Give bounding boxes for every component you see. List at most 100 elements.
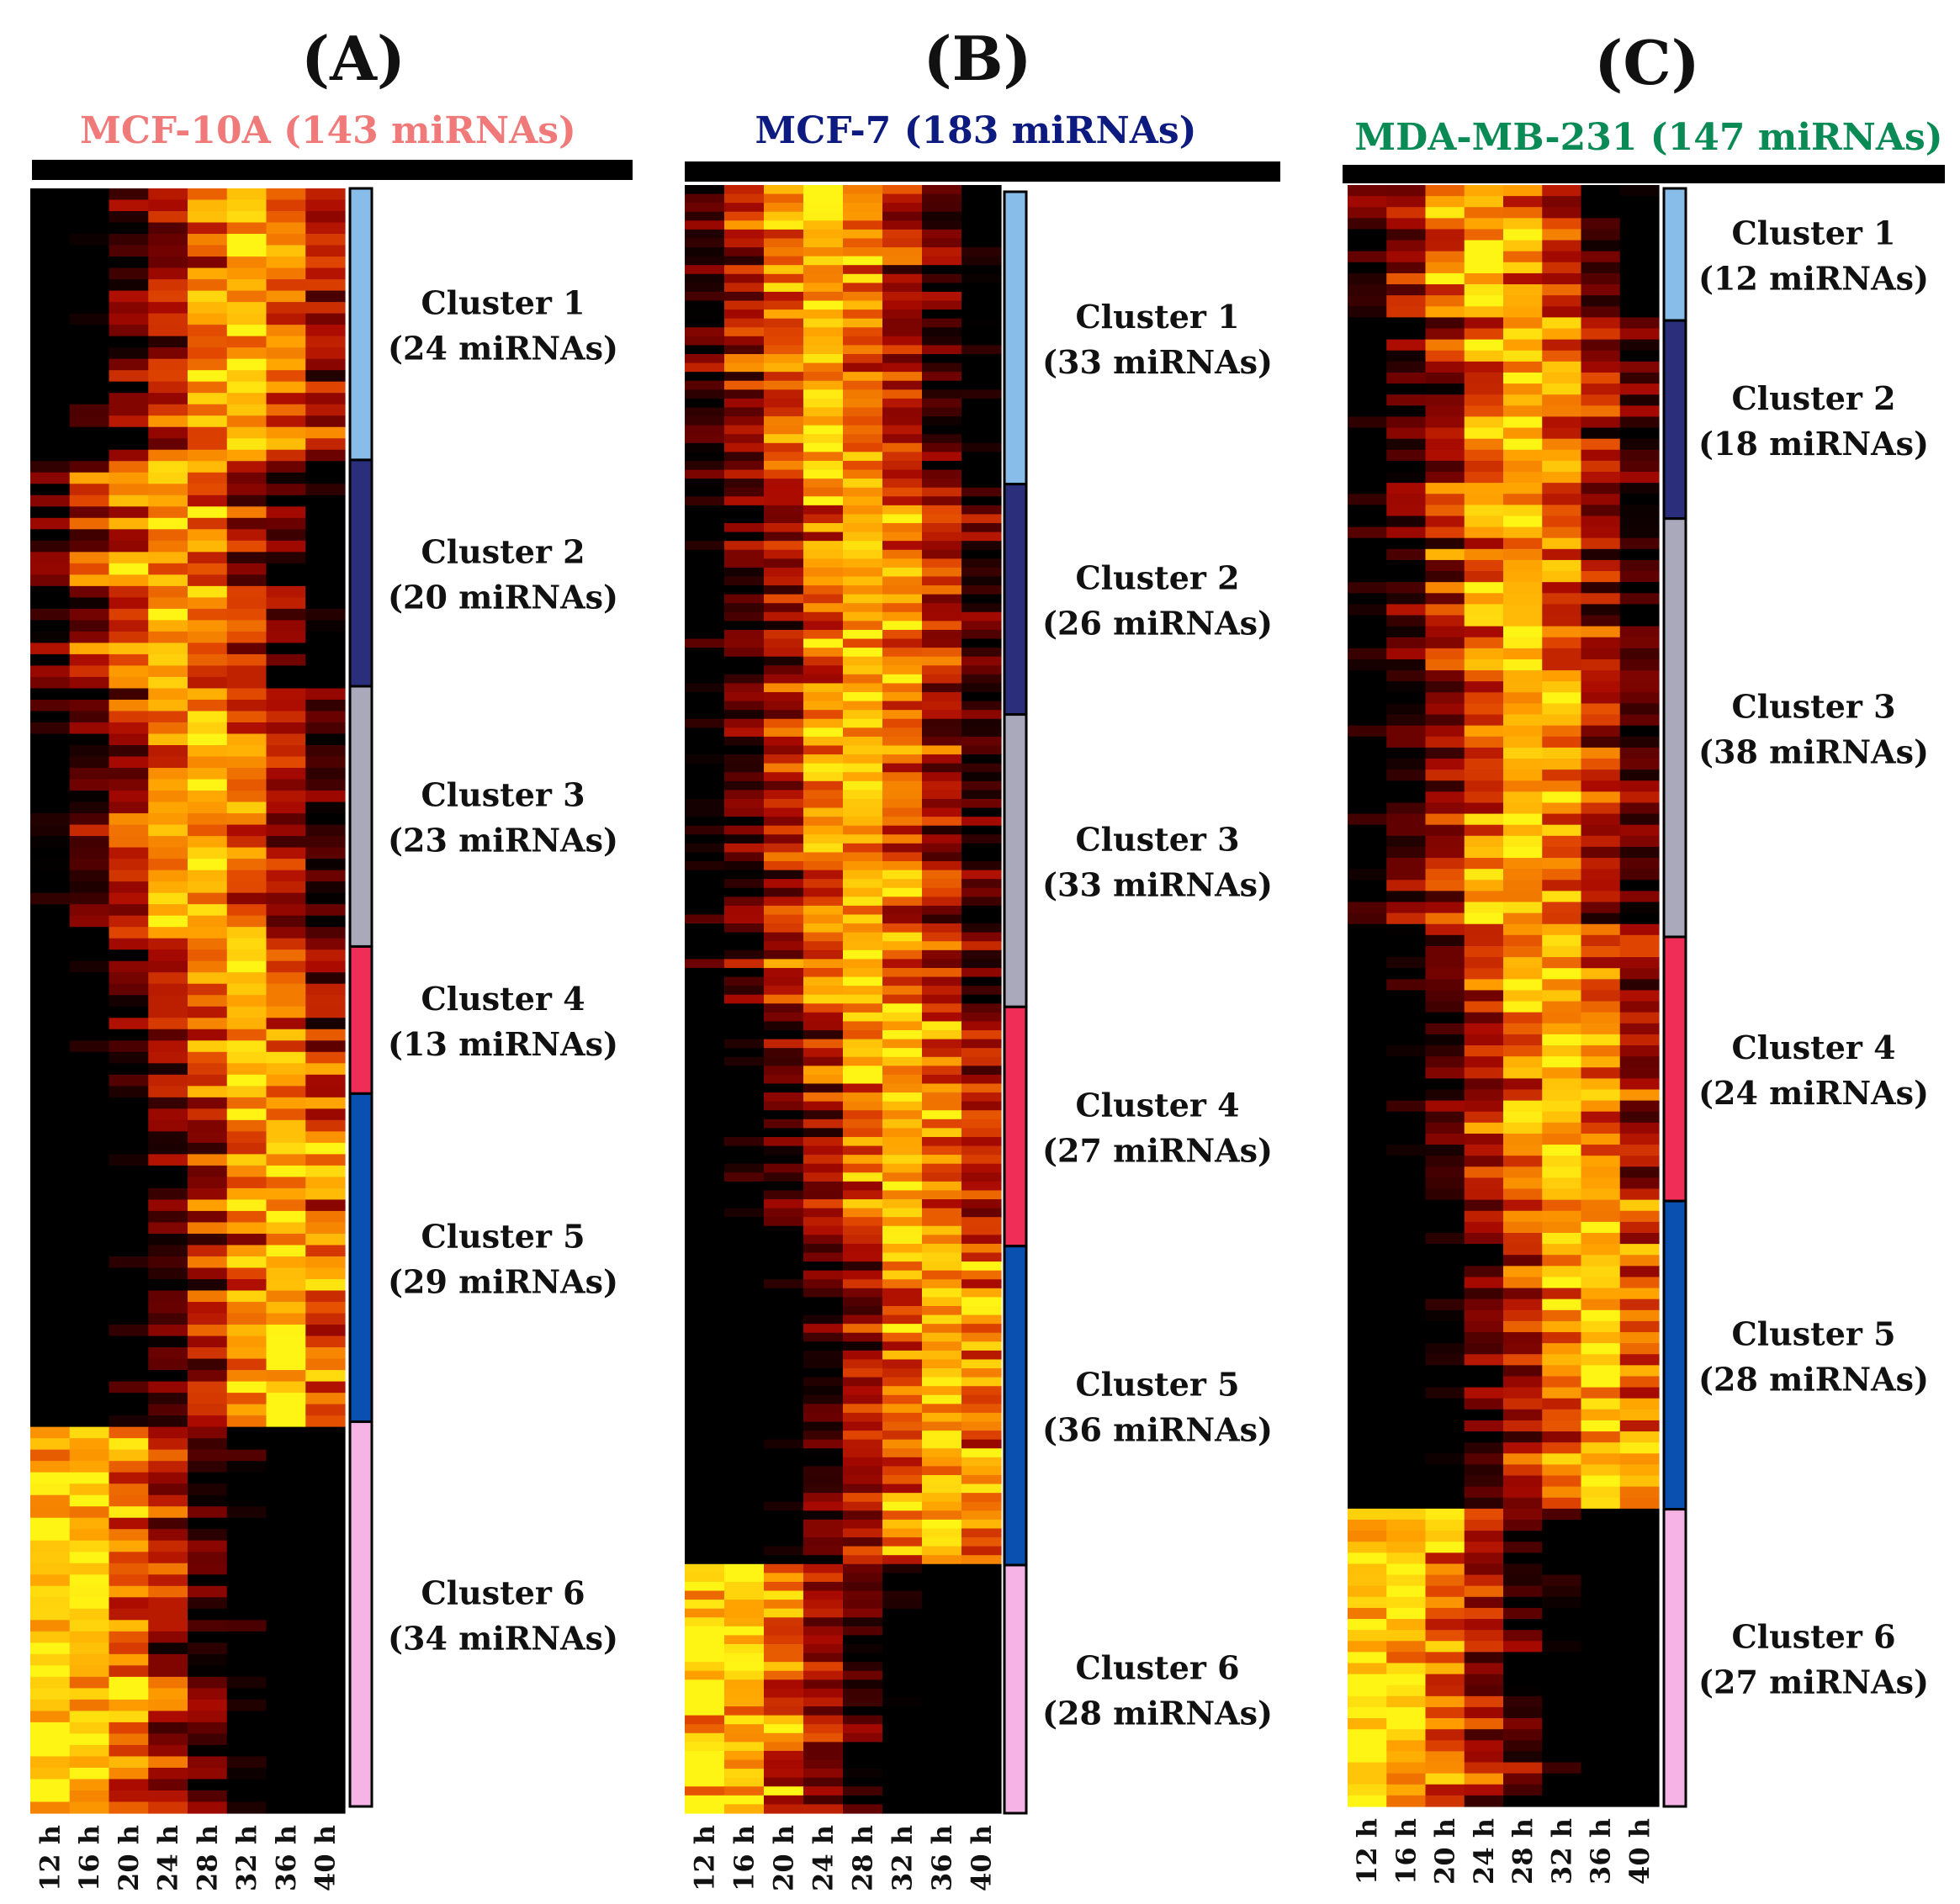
heatmap-cell — [1503, 1706, 1543, 1719]
heatmap-cell — [764, 211, 804, 221]
heatmap-cell — [30, 949, 71, 962]
heatmap-cell — [188, 1347, 228, 1360]
heatmap-cell — [109, 1097, 149, 1109]
heatmap-cell — [226, 1313, 268, 1325]
cluster-bar-segment — [348, 1420, 373, 1808]
heatmap-cell — [305, 972, 346, 985]
x-tick-label: 40 h — [310, 1825, 342, 1891]
heatmap-cell — [109, 722, 149, 735]
heatmap-cell — [1386, 902, 1427, 914]
heatmap-cell — [69, 904, 110, 917]
heatmap-cell — [148, 1585, 188, 1598]
heatmap-cell — [1619, 1078, 1660, 1091]
heatmap-cell — [305, 1381, 346, 1394]
heatmap-cell — [226, 267, 268, 280]
heatmap-cell — [1464, 1365, 1504, 1378]
heatmap-cell — [882, 1431, 923, 1441]
heatmap-cell — [1619, 449, 1660, 462]
heatmap-cell — [685, 318, 725, 328]
heatmap-cell — [882, 736, 923, 747]
heatmap-cell — [843, 1769, 883, 1779]
heatmap-cell — [882, 1563, 923, 1573]
heatmap-cell — [109, 1744, 149, 1758]
heatmap-cell — [266, 257, 306, 269]
heatmap-cell — [1581, 1409, 1621, 1421]
heatmap-cell — [69, 1018, 110, 1030]
heatmap-cell — [685, 1021, 725, 1031]
heatmap-cell — [266, 1154, 306, 1166]
heatmap-cell — [30, 449, 71, 462]
heatmap-cell — [1619, 1332, 1660, 1344]
heatmap-cell — [226, 1108, 268, 1121]
heatmap-cell — [764, 1466, 804, 1476]
heatmap-cell — [69, 791, 110, 803]
heatmap-cell — [764, 1617, 804, 1627]
heatmap-cell — [69, 506, 110, 519]
heatmap-cell — [148, 302, 188, 315]
heatmap-cell — [148, 1620, 188, 1632]
heatmap-cell — [30, 1620, 71, 1632]
heatmap-cell — [843, 629, 883, 640]
heatmap-cell — [188, 870, 228, 882]
heatmap-cell — [305, 1097, 346, 1109]
heatmap-cell — [882, 1386, 923, 1396]
heatmap-cell — [266, 881, 306, 894]
heatmap-cell — [1619, 1288, 1660, 1300]
heatmap-cell — [882, 1128, 923, 1138]
heatmap-cell — [69, 1552, 110, 1564]
heatmap-cell — [1503, 1695, 1543, 1708]
heatmap-cell — [1386, 1619, 1427, 1631]
heatmap-cell — [30, 631, 71, 644]
heatmap-cell — [1464, 394, 1504, 406]
heatmap-cell — [1503, 317, 1543, 330]
heatmap-cell — [961, 1297, 1002, 1307]
heatmap-cell — [961, 1769, 1002, 1779]
heatmap-cell — [1386, 1122, 1427, 1134]
heatmap-cell — [764, 265, 804, 275]
heatmap-cell — [148, 813, 188, 826]
heatmap-cell — [305, 847, 346, 859]
heatmap-cell — [1581, 945, 1621, 958]
heatmap-cell — [764, 1350, 804, 1361]
heatmap-cell — [109, 745, 149, 758]
heatmap-cell — [724, 1786, 765, 1796]
heatmap-cell — [843, 780, 883, 791]
heatmap-cell — [226, 995, 268, 1008]
heatmap-cell — [226, 1585, 268, 1598]
heatmap-cell — [226, 881, 268, 894]
heatmap-cell — [188, 1063, 228, 1076]
heatmap-cell — [1386, 1277, 1427, 1289]
heatmap-cell — [109, 1290, 149, 1303]
heatmap-cell — [724, 1466, 765, 1476]
heatmap-cell — [30, 1653, 71, 1666]
heatmap-cell — [961, 1368, 1002, 1378]
heatmap-cell — [305, 290, 346, 303]
heatmap-cell — [109, 1187, 149, 1201]
heatmap-cell — [764, 1074, 804, 1085]
heatmap-cell — [724, 1777, 765, 1787]
heatmap-cell — [922, 380, 962, 390]
heatmap-cell — [1386, 1177, 1427, 1190]
heatmap-cell — [803, 1136, 844, 1147]
heatmap-cell — [148, 563, 188, 575]
heatmap-cell — [188, 1517, 228, 1530]
heatmap-cell — [724, 1626, 765, 1637]
heatmap-cell — [1348, 759, 1387, 770]
heatmap-cell — [1425, 1685, 1465, 1697]
heatmap-cell — [843, 541, 883, 551]
heatmap-cell — [1464, 637, 1504, 649]
heatmap-cell — [1464, 449, 1504, 462]
heatmap-cell — [109, 1426, 149, 1439]
heatmap-cell — [1348, 692, 1387, 705]
heatmap-cell — [188, 1744, 228, 1758]
heatmap-cell — [226, 711, 268, 723]
heatmap-cell — [803, 1270, 844, 1280]
heatmap-cell — [1348, 615, 1387, 627]
heatmap-cell — [1542, 615, 1582, 627]
heatmap-cell — [188, 1484, 228, 1496]
heatmap-cell — [148, 892, 188, 905]
heatmap-cell — [1348, 1685, 1387, 1697]
heatmap-cell — [1619, 1244, 1660, 1256]
heatmap-cell — [1503, 1442, 1543, 1454]
heatmap-cell — [1386, 1574, 1427, 1587]
